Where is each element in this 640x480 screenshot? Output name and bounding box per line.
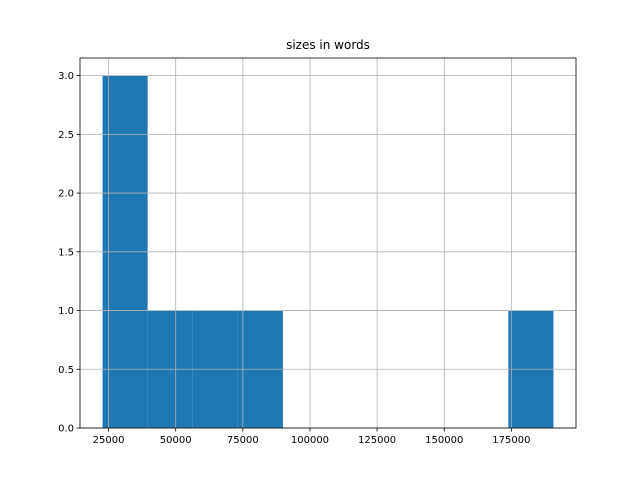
y-tick-label: 3.0 xyxy=(58,71,74,82)
x-tick-label: 100000 xyxy=(291,435,329,446)
x-tick-label: 175000 xyxy=(492,435,530,446)
y-tick-label: 2.5 xyxy=(58,130,74,141)
y-tick-label: 0.0 xyxy=(58,424,74,435)
x-tick-label: 25000 xyxy=(93,435,125,446)
y-tick-label: 1.5 xyxy=(58,247,74,258)
y-tick-label: 1.0 xyxy=(58,306,74,317)
x-tick-label: 75000 xyxy=(227,435,259,446)
y-tick-label: 2.0 xyxy=(58,189,74,200)
x-tick-label: 125000 xyxy=(358,435,396,446)
y-tick-label: 0.5 xyxy=(58,365,74,376)
chart-title: sizes in words xyxy=(286,38,370,52)
x-tick-label: 50000 xyxy=(160,435,192,446)
plot-frame xyxy=(79,57,577,429)
x-tick-label: 150000 xyxy=(425,435,463,446)
